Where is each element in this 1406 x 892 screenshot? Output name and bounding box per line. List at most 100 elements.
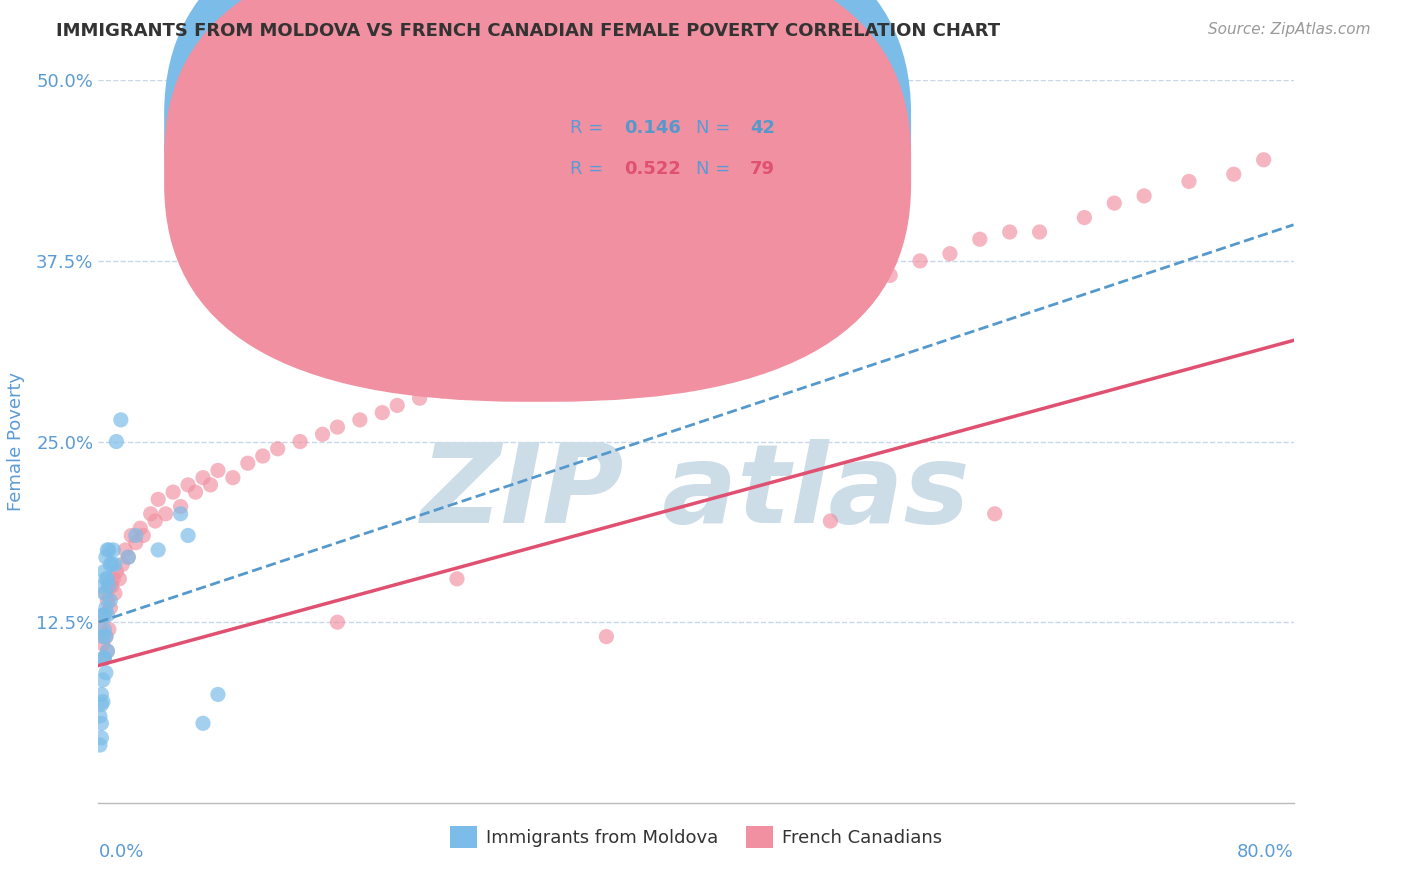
Point [491,376,513,391]
Point [700,326,723,340]
Point [91,695,114,709]
Point [98,600,122,615]
Text: Source: ZipAtlas.com: Source: ZipAtlas.com [1208,22,1371,37]
Point [94,630,117,644]
Point [93,651,115,665]
FancyBboxPatch shape [165,0,911,401]
Point [565,362,588,376]
Point [236,456,259,470]
Point [155,507,177,521]
Point [108,572,131,586]
Point [148,492,170,507]
Point [252,449,274,463]
Point [789,297,811,311]
Point [96,644,118,658]
Point [148,542,170,557]
Point [91,673,114,687]
Y-axis label: Female Poverty: Female Poverty [7,372,25,511]
Point [93,586,115,600]
Point [177,478,200,492]
Point [90,623,112,637]
Point [96,593,118,607]
Point [1028,225,1050,239]
Point [110,413,132,427]
Point [105,434,128,449]
Point [1178,174,1201,188]
Point [105,565,128,579]
Point [94,665,117,680]
Point [93,623,115,637]
Point [162,485,184,500]
Text: 80.0%: 80.0% [1237,843,1294,861]
Point [101,579,124,593]
Point [759,304,782,318]
Point [177,528,200,542]
Point [820,290,842,304]
Point [94,572,117,586]
Point [207,687,229,701]
Point [97,579,120,593]
Point [326,420,349,434]
Point [685,348,707,362]
Point [91,651,114,665]
Point [969,232,991,246]
Point [446,572,468,586]
Point [998,225,1021,239]
Point [626,348,648,362]
Point [96,607,118,622]
Point [939,246,962,260]
Point [96,644,118,658]
Point [655,334,678,348]
Point [94,600,117,615]
Point [200,478,222,492]
Point [93,607,115,622]
Point [550,348,572,362]
Point [714,167,737,181]
Point [90,698,112,712]
FancyBboxPatch shape [505,102,815,207]
Point [104,558,127,572]
Point [94,586,117,600]
Point [90,687,112,701]
Text: R =: R = [571,119,609,137]
Point [98,558,122,572]
Text: 79: 79 [749,161,775,178]
Point [96,542,118,557]
Point [91,630,114,644]
Point [129,521,152,535]
Legend: Immigrants from Moldova, French Canadians: Immigrants from Moldova, French Canadian… [443,819,949,855]
Point [111,558,134,572]
Point [103,572,125,586]
Point [96,572,118,586]
Point [91,579,114,593]
Point [117,550,139,565]
Point [730,318,752,333]
Point [222,470,245,484]
Point [94,630,117,644]
Point [326,615,349,630]
Point [101,558,124,572]
Point [114,542,136,557]
Point [1104,196,1126,211]
Point [91,637,114,651]
Point [117,550,139,565]
Point [169,500,191,514]
Point [93,651,115,665]
Point [169,507,191,521]
Text: 0.146: 0.146 [624,119,681,137]
Text: 0.0%: 0.0% [98,843,143,861]
Point [93,607,115,622]
Text: 0.522: 0.522 [624,161,681,178]
Point [1133,189,1156,203]
Point [132,528,155,542]
Point [984,507,1007,521]
Point [125,528,148,542]
Point [184,485,207,500]
Point [97,579,120,593]
Point [349,413,371,427]
Point [191,716,214,731]
Point [125,535,148,549]
Point [89,709,111,723]
Point [820,514,842,528]
Point [97,623,120,637]
